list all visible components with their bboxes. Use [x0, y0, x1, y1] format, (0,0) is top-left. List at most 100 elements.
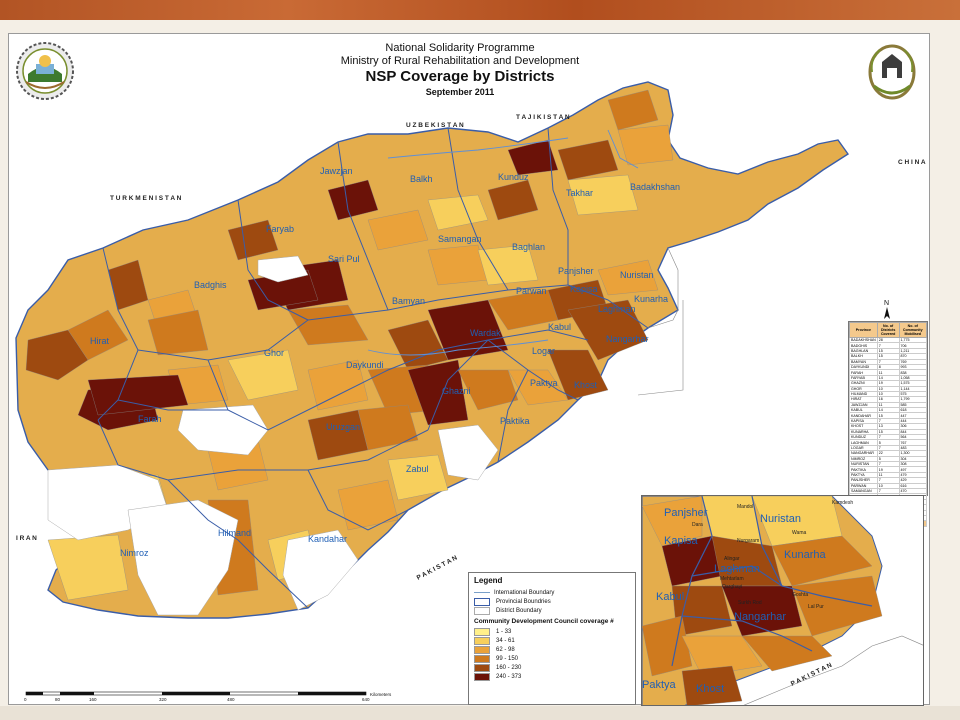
province-label-paktika: Paktika [500, 416, 530, 426]
map-title-block: National Solidarity Programme Ministry o… [300, 42, 620, 99]
district-patch [721, 585, 803, 637]
district-patch [67, 309, 129, 361]
province-label-ghazni: Ghazni [442, 386, 471, 396]
legend-item-international: International Boundary [474, 588, 630, 597]
inset-label-khost: Khost [696, 683, 724, 695]
province-label-wardak: Wardak [470, 328, 501, 338]
province-label-nuristan: Nuristan [620, 270, 654, 280]
uncovered-district [177, 404, 269, 456]
north-arrow-icon: N [884, 300, 890, 319]
province-label-hirat: Hirat [90, 336, 110, 346]
scale-unit: Kilometers [370, 692, 392, 697]
rivers [367, 129, 639, 356]
afghanistan-districts-map: U Z B E K I S T A N T A J I K I S T A N … [15, 81, 926, 619]
district-patch [337, 479, 399, 531]
inset-label-nuristan: Nuristan [760, 513, 801, 525]
north-label: N [884, 300, 889, 307]
district-patch [681, 665, 743, 705]
province-label-nimroz: Nimroz [120, 548, 149, 558]
province-label-farah: Farah [138, 414, 162, 424]
district-patch [547, 349, 609, 401]
district-patch [507, 139, 559, 176]
province-label-zabul: Zabul [406, 464, 429, 474]
province-label-uruzgan: Uruzgan [326, 422, 360, 432]
legend-class-swatch [474, 672, 490, 681]
legend-class-swatch [474, 663, 490, 672]
district-patch [597, 259, 659, 296]
province-label-parwan: Parwan [516, 286, 547, 296]
legend-class-swatch [474, 636, 490, 645]
stats-header-communities: No. of Community Mobilised [898, 322, 927, 338]
province-label-jawzjan: Jawzjan [320, 166, 353, 176]
district-patch [607, 89, 659, 131]
province-label-logar: Logar [532, 346, 555, 356]
inset-label-nangarhar: Nangarhar [734, 611, 786, 623]
district-patch [427, 299, 509, 361]
provincial-boundary-swatch [474, 597, 490, 606]
province-label-kunarha: Kunarha [634, 294, 668, 304]
inset-district-goshta: Goshta [792, 592, 808, 598]
legend-class-row: 62 - 98 [474, 645, 630, 654]
country-label-uzbekistan: U Z B E K I S T A N [406, 122, 464, 129]
district-patch [457, 369, 519, 411]
stats-header-districts: No. of Districts Covered [876, 322, 900, 338]
district-patch [642, 496, 703, 547]
province-label-nangarhar: Nangarhar [606, 334, 649, 344]
district-patch [357, 404, 419, 451]
district-patch [477, 244, 539, 286]
province-label-badakhshan: Badakhshan [630, 182, 680, 192]
province-labels: Jawzjan Balkh Kunduz Takhar Badakhshan F… [90, 166, 680, 558]
province-label-badghis: Badghis [194, 280, 227, 290]
scale-bar: 0 80 160 320 480 640 Kilometers [24, 691, 392, 702]
legend-class-swatch [474, 627, 490, 636]
scale-tick-480: 480 [227, 697, 235, 702]
inset-label-kapisa: Kapisa [664, 535, 699, 547]
province-label-balkh: Balkh [410, 174, 433, 184]
country-label-iran: I R A N [16, 535, 37, 542]
inset-district-kamdesh: Kamdesh [832, 500, 853, 506]
province-label-faryab: Faryab [266, 224, 294, 234]
province-label-kapisa: Kapisa [570, 284, 598, 294]
programme-title: National Solidarity Programme [385, 42, 535, 54]
inset-map-east: Panjsher Nuristan Kapisa Kunarha Laghman… [641, 495, 924, 706]
international-boundary-swatch [474, 592, 490, 593]
district-patch [147, 309, 209, 356]
province-label-takhar: Takhar [566, 188, 593, 198]
inset-district-alingar: Alingar [724, 556, 740, 562]
province-label-bamyan: Bamyan [392, 296, 425, 306]
district-patch [227, 349, 299, 401]
legend-class-label: 34 - 61 [496, 637, 515, 644]
province-label-kabul: Kabul [548, 322, 571, 332]
province-label-panjsher: Panjsher [558, 266, 594, 276]
country-label-tajikistan: T A J I K I S T A N [516, 114, 570, 121]
legend-class-label: 1 - 33 [496, 628, 512, 635]
province-label-khost: Khost [574, 380, 598, 390]
legend-class-label: 62 - 98 [496, 646, 515, 653]
legend-item-provincial: Provincial Boundries [474, 597, 630, 606]
district-patch [567, 174, 639, 216]
scale-tick-320: 320 [159, 697, 167, 702]
province-label-paktya: Paktya [530, 378, 558, 388]
scale-tick-640: 640 [362, 697, 370, 702]
inset-district-nurgaram: Nurgaram [737, 538, 759, 544]
legend-heading: Legend [474, 576, 503, 585]
stats-cell: BADAKHSHAN [849, 336, 878, 344]
map-legend: Legend International Boundary Provincial… [468, 572, 636, 705]
province-label-laghman: Laghman [598, 304, 636, 314]
country-label-turkmenistan: T U R K M E N I S T A N [110, 195, 182, 202]
inset-district-mehtarlam: Mehtarlam [720, 576, 744, 582]
legend-class-swatch [474, 645, 490, 654]
legend-class-label: 240 - 373 [496, 673, 522, 680]
district-patch [427, 194, 489, 231]
district-patch [367, 209, 429, 251]
district-patch [387, 319, 449, 371]
province-label-hilmand: Hilmand [218, 528, 251, 538]
uncovered-district [437, 424, 499, 481]
country-label-pakistan: P A K I S T A N [416, 554, 459, 581]
legend-class-label: 160 - 230 [496, 664, 522, 671]
district-patch [567, 299, 649, 361]
inset-district-dara: Dara [692, 522, 703, 528]
stats-row: GHAZNI 19 1,575 [849, 380, 927, 387]
district-patch [407, 359, 469, 426]
district-patch [227, 219, 279, 261]
